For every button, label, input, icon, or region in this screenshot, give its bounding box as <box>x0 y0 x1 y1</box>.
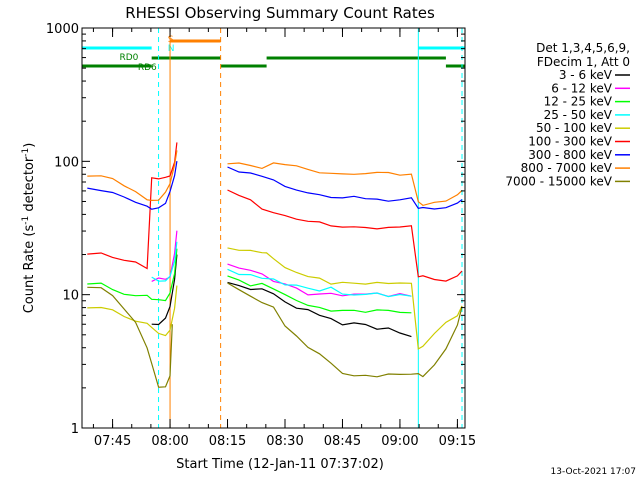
y-axis-label-mid: detector <box>22 156 37 216</box>
legend-entry-label: 50 - 100 keV <box>536 121 613 135</box>
legend-entry-label: 7000 - 15000 keV <box>505 174 612 188</box>
y-axis: 1 10 100 1000 <box>46 22 465 437</box>
x-tick-label: 09:00 <box>381 434 418 449</box>
flag-s-label: S <box>168 35 174 45</box>
y-tick-label: 10 <box>62 289 79 304</box>
timestamp: 13-Oct-2021 17:07 <box>551 467 636 477</box>
chart-title: RHESSI Observing Summary Count Rates <box>125 4 435 22</box>
x-tick-label: 08:30 <box>266 434 303 449</box>
legend-header-2: FDecim 1, Att 0 <box>537 55 630 69</box>
legend-header-1: Det 1,3,4,5,6,9, <box>536 41 630 55</box>
series-line <box>87 161 463 210</box>
legend: Det 1,3,4,5,6,9, FDecim 1, Att 0 3 - 6 k… <box>505 41 630 188</box>
x-axis-label: Start Time (12-Jan-11 07:37:02) <box>176 457 384 472</box>
flag-rd0-label: RD0 <box>119 53 138 63</box>
x-tick-label: 07:45 <box>94 434 131 449</box>
y-axis-label-main: Count Rate (s <box>22 225 37 314</box>
legend-entry-label: 800 - 7000 keV <box>521 161 613 175</box>
x-tick-label: 08:45 <box>324 434 361 449</box>
plot-frame <box>81 27 466 429</box>
series-line <box>87 142 463 282</box>
legend-entry-label: 6 - 12 keV <box>551 81 613 95</box>
series-line <box>87 282 463 388</box>
series-lines <box>87 142 463 388</box>
legend-entry-label: 100 - 300 keV <box>528 135 612 149</box>
legend-entry-label: 12 - 25 keV <box>544 95 613 109</box>
y-tick-label: 1 <box>71 422 79 437</box>
series-line <box>151 241 412 298</box>
legend-entry-label: 25 - 50 keV <box>544 108 613 122</box>
y-axis-label-end: ) <box>22 143 37 148</box>
series-line <box>87 248 412 314</box>
x-axis: 07:45 08:00 08:15 08:30 08:45 09:00 09:15 <box>92 28 476 449</box>
series-line <box>87 150 463 207</box>
y-axis-label-sup1: -1 <box>21 216 31 225</box>
legend-entry-label: 3 - 6 keV <box>559 68 613 82</box>
y-axis-label: Count Rate (s-1 detector-1) <box>21 143 37 314</box>
y-tick-label: 1000 <box>46 22 79 37</box>
series-line <box>87 247 463 350</box>
flag-rd6-label: RD6 <box>138 63 157 73</box>
legend-entry-label: 300 - 800 keV <box>528 148 612 162</box>
x-tick-label: 09:15 <box>439 434 476 449</box>
flag-n-label: N <box>168 44 175 54</box>
x-tick-label: 08:15 <box>209 434 246 449</box>
y-tick-label: 100 <box>54 155 79 170</box>
series-line <box>151 254 412 338</box>
y-axis-label-sup2: -1 <box>21 148 31 157</box>
x-tick-label: 08:00 <box>151 434 188 449</box>
